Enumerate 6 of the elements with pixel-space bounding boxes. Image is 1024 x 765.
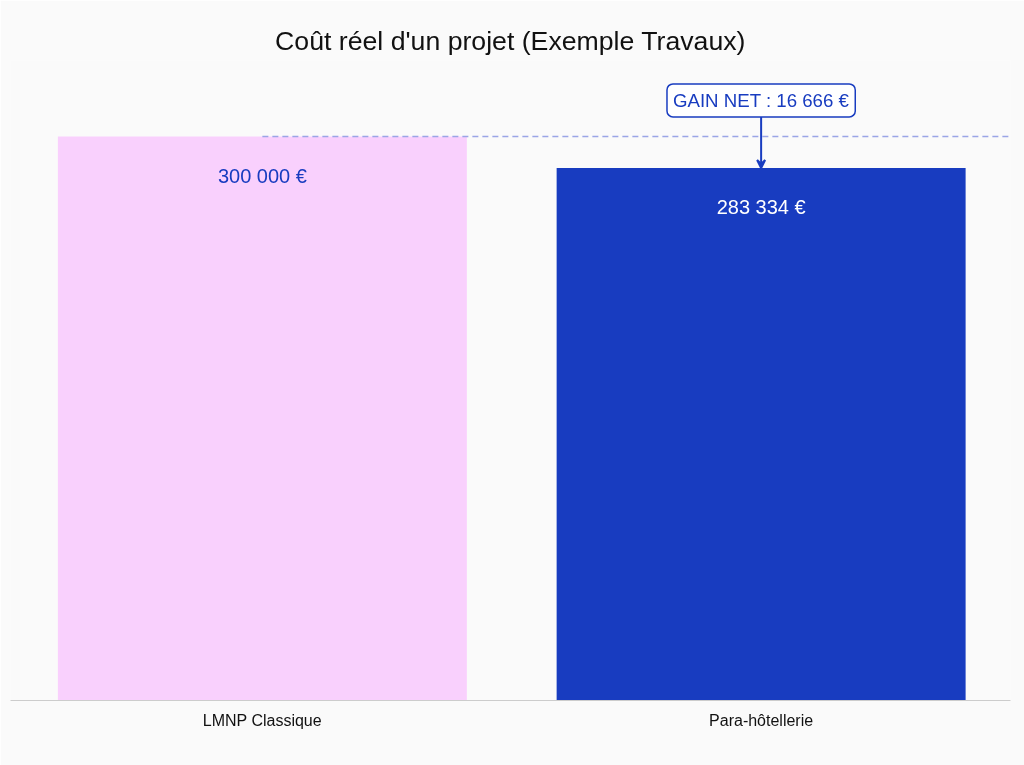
annotation: GAIN NET : 16 666 € <box>672 89 850 111</box>
x-tick-label: Para-hôtellerie <box>709 711 814 729</box>
data-label: 283 334 € <box>716 195 806 218</box>
chart-title: Coût réel d'un projet (Exemple Travaux) <box>275 25 746 56</box>
x-tick-label: LMNP Classique <box>202 711 322 729</box>
data-label: 300 000 € <box>217 164 307 187</box>
